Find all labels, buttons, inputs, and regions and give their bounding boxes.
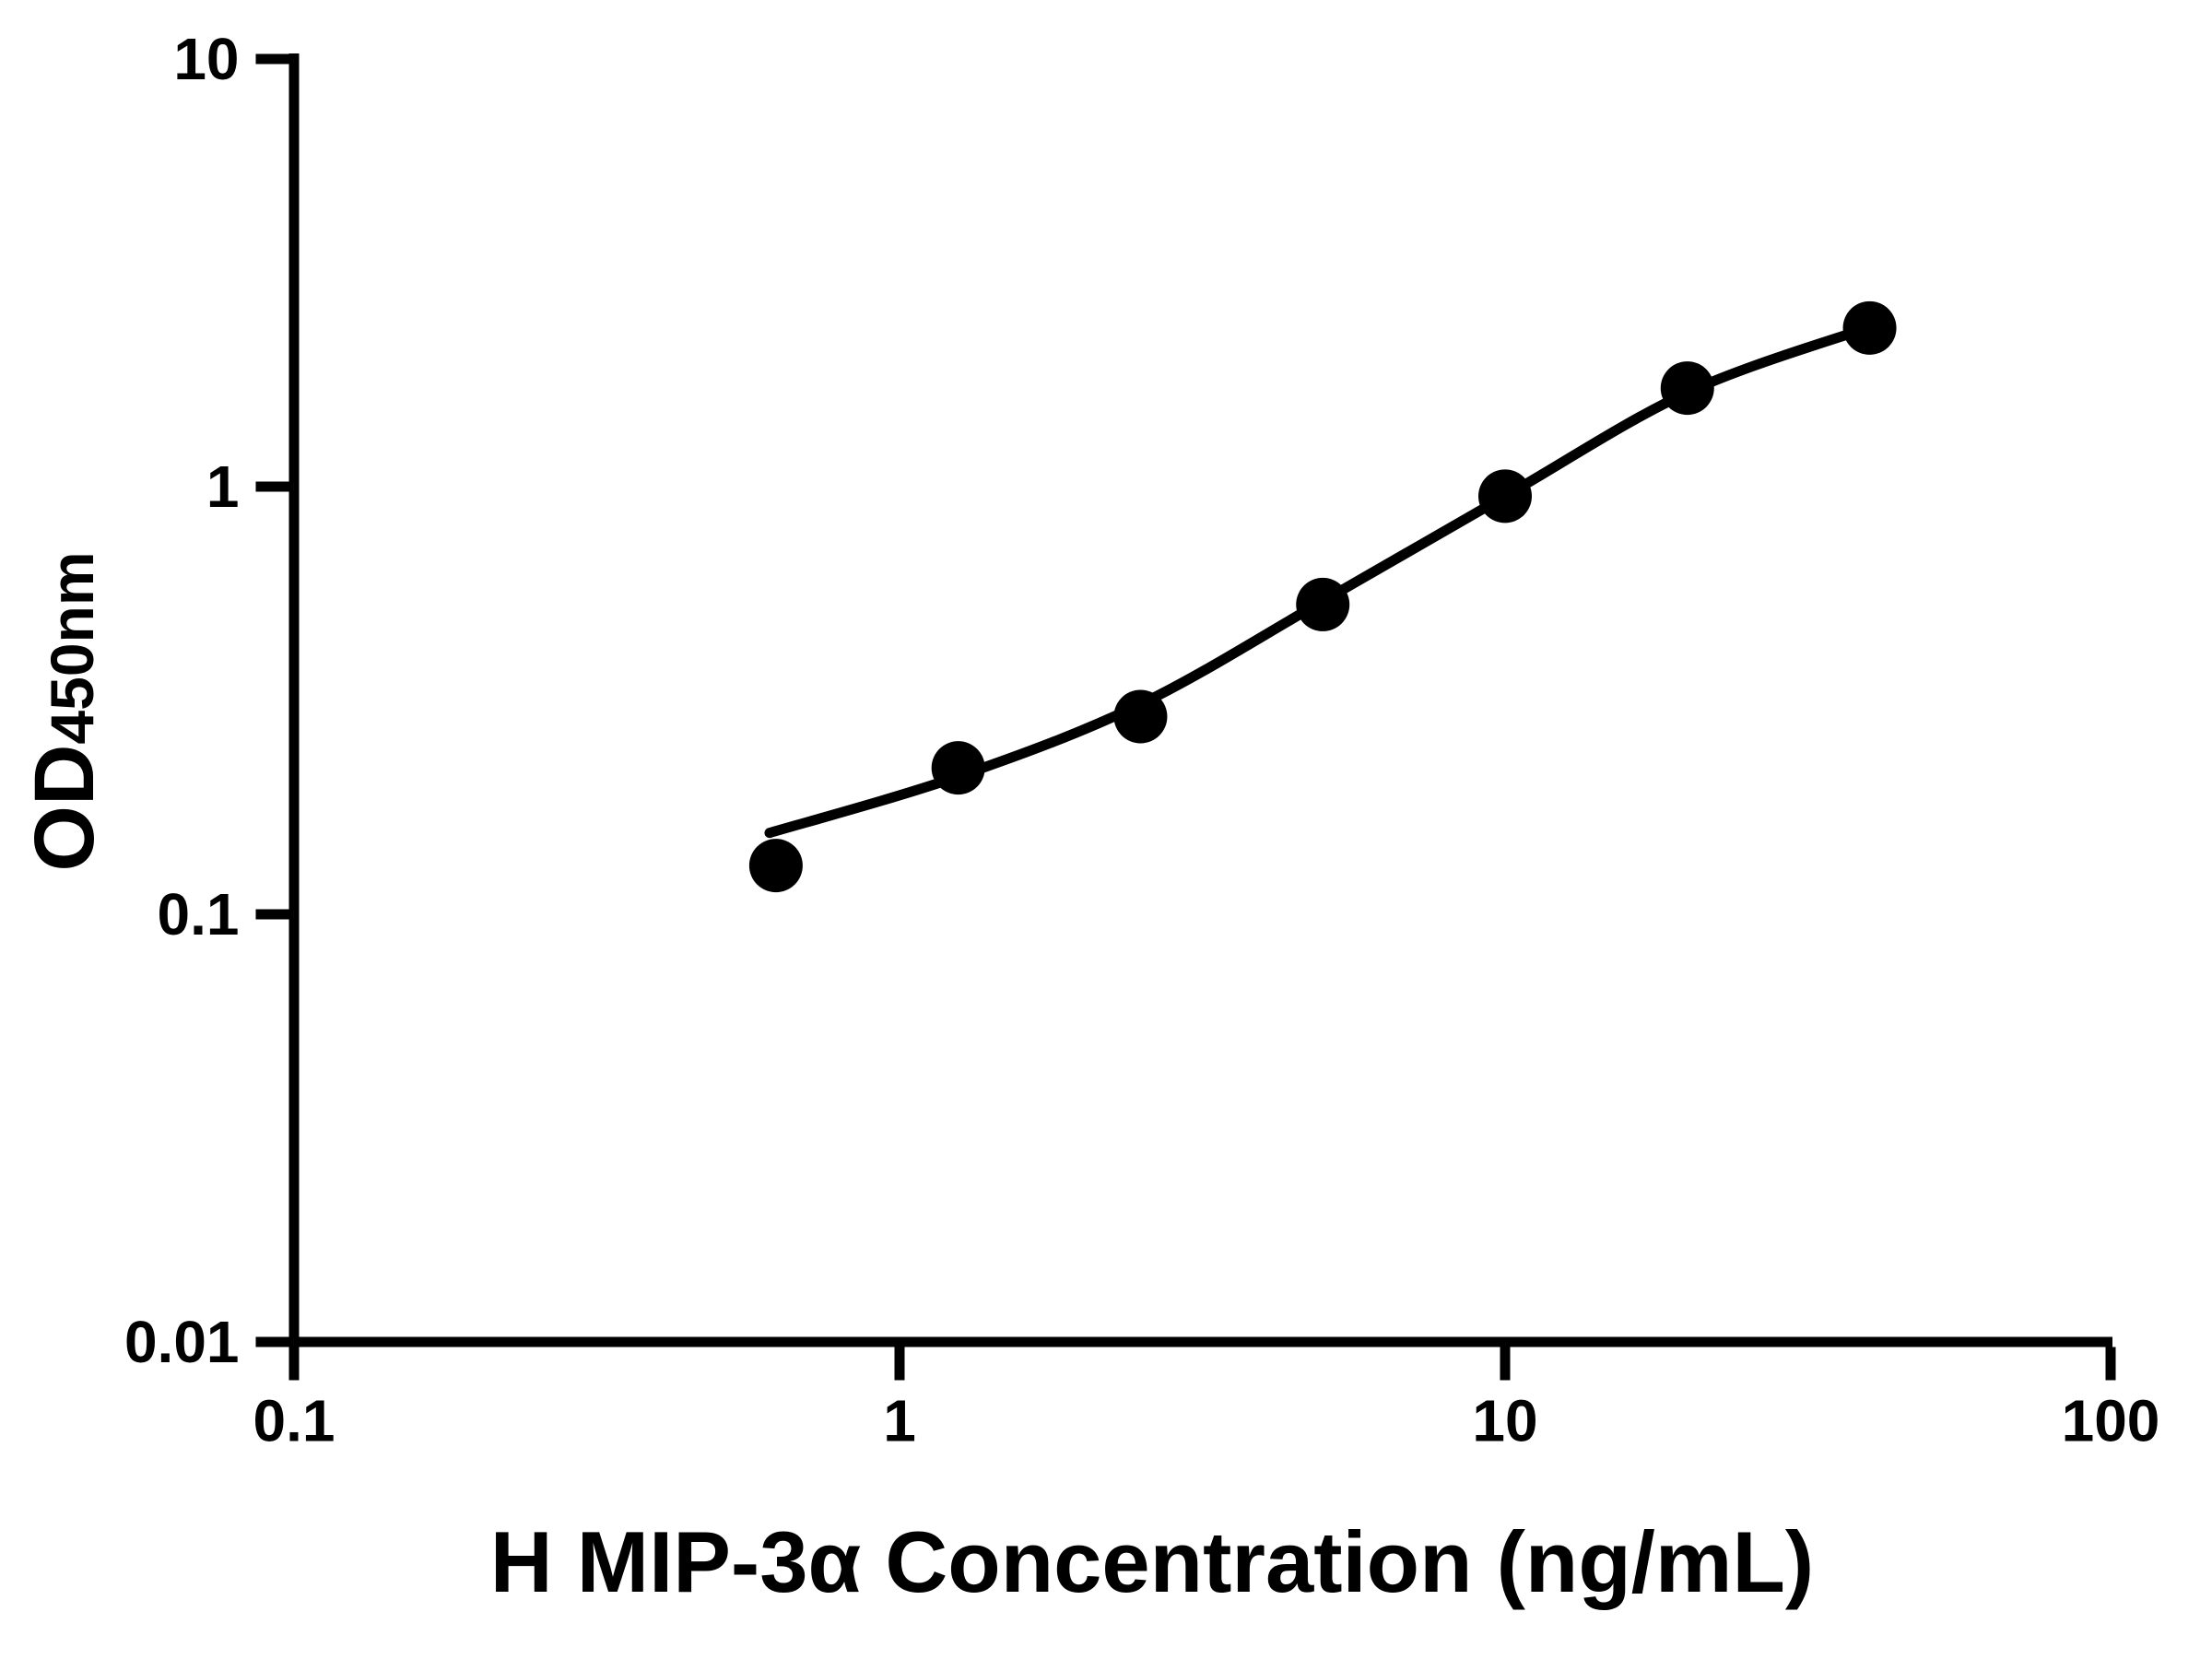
data-point bbox=[1478, 469, 1532, 524]
data-point bbox=[1660, 361, 1714, 416]
y-tick-label: 1 bbox=[206, 453, 240, 520]
y-tick-mark bbox=[255, 909, 289, 920]
x-axis-tick-labels: 0.1 1 10 100 bbox=[253, 1388, 2160, 1454]
x-axis-title: H MIP-3α Concentration (ng/mL) bbox=[489, 1513, 1815, 1610]
y-axis-title: OD450nm bbox=[18, 551, 112, 871]
data-point bbox=[1113, 689, 1168, 744]
data-point bbox=[748, 839, 803, 893]
x-tick-mark bbox=[2105, 1347, 2116, 1381]
x-tick-mark bbox=[1500, 1347, 1511, 1381]
y-axis-title-main: OD bbox=[18, 744, 112, 872]
x-tick-mark bbox=[894, 1347, 905, 1381]
y-tick-label: 10 bbox=[173, 26, 239, 92]
x-axis-line bbox=[288, 1336, 2112, 1347]
data-series-standard bbox=[748, 300, 1897, 893]
axes bbox=[288, 53, 2112, 1347]
y-tick-mark bbox=[255, 481, 289, 492]
x-tick-mark bbox=[288, 1347, 300, 1381]
x-tick-label: 10 bbox=[1472, 1388, 1537, 1454]
y-tick-mark bbox=[255, 1336, 289, 1347]
data-point bbox=[1296, 577, 1350, 631]
x-tick-label: 0.1 bbox=[253, 1388, 335, 1454]
data-point bbox=[931, 741, 985, 795]
y-tick-label: 0.01 bbox=[124, 1309, 240, 1375]
x-tick-label: 1 bbox=[883, 1388, 916, 1454]
y-tick-mark bbox=[255, 53, 289, 65]
data-point bbox=[1842, 300, 1897, 355]
y-axis-line bbox=[288, 53, 300, 1347]
y-axis-tick-labels: 10 1 0.1 0.01 bbox=[124, 26, 240, 1375]
y-axis-title-subscript: 450nm bbox=[38, 551, 106, 745]
x-tick-label: 100 bbox=[2062, 1388, 2160, 1454]
y-axis-ticks bbox=[255, 53, 289, 1347]
x-axis-ticks bbox=[288, 1347, 2116, 1381]
y-tick-label: 0.1 bbox=[158, 881, 240, 947]
